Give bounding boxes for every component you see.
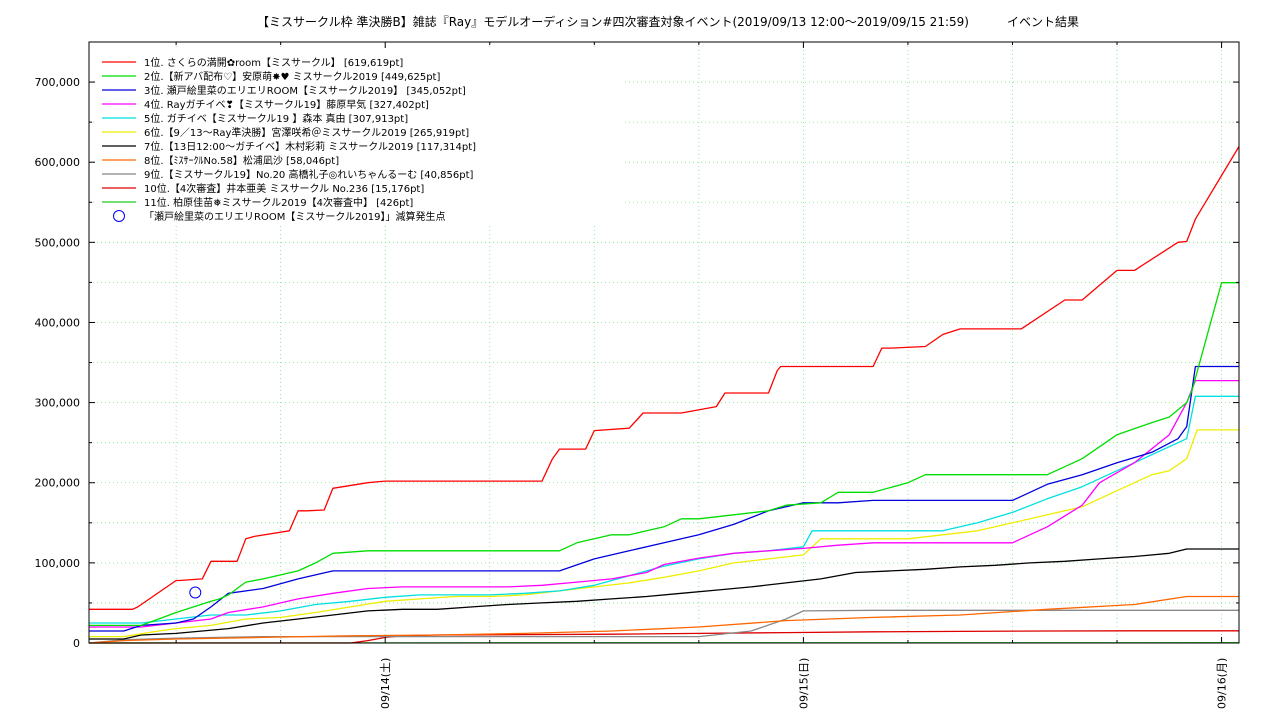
series-line bbox=[88, 595, 1239, 644]
series-line bbox=[89, 282, 1239, 627]
legend-background bbox=[95, 48, 625, 226]
legend-entry: 6位.【9／13～Ray準決勝】宮澤咲希＠ミスサークル2019 [265,919… bbox=[144, 126, 469, 139]
annotation-layer bbox=[189, 586, 202, 599]
x-tick-label: 09/16(月) bbox=[1216, 658, 1229, 709]
reduction-point-marker bbox=[189, 586, 202, 599]
y-tick-label: 300,000 bbox=[35, 397, 81, 410]
chart-title: 【ミスサークル枠 準決勝B】雑誌『Ray』モデルオーディション#四次審査対象イベ… bbox=[257, 14, 969, 29]
x-axis: 09/14(土) 09/15(日) 09/16(月) bbox=[175, 42, 1229, 709]
legend-entry: 3位. 瀬戸絵里菜のエリエリROOM【ミスサークル2019】 [345,052p… bbox=[144, 84, 466, 97]
y-tick-label: 200,000 bbox=[35, 477, 81, 490]
legend-marker bbox=[113, 210, 125, 222]
legend: 1位. さくらの満開✿room【ミスサークル】 [619,619pt]2位.【新… bbox=[102, 56, 476, 223]
legend-entry: 11位. 柏原佳苗❅ミスサークル2019【4次審査中】 [426pt] bbox=[144, 196, 413, 209]
legend-entry: 1位. さくらの満開✿room【ミスサークル】 [619,619pt] bbox=[144, 56, 403, 69]
legend-entry: 「瀬戸絵里菜のエリエリROOM【ミスサークル2019】」減算発生点 bbox=[144, 210, 445, 223]
legend-entry: 8位.【ﾐｽｻｰｸﾙNo.58】松浦凪沙 [58,046pt] bbox=[144, 154, 339, 167]
series-line bbox=[89, 379, 1239, 628]
series-line bbox=[89, 395, 1239, 624]
series-line bbox=[89, 548, 1239, 640]
series-line bbox=[89, 146, 1240, 610]
plot-frame bbox=[88, 41, 1240, 644]
legend-entry: 2位.【新アバ配布♡】安原萌✸♥ ミスサークル2019 [449,625pt] bbox=[144, 70, 440, 83]
y-tick-label: 500,000 bbox=[35, 236, 81, 249]
x-tick-label: 09/15(日) bbox=[797, 658, 810, 709]
legend-box bbox=[95, 48, 625, 226]
y-tick-label: 700,000 bbox=[35, 76, 81, 89]
legend-entry: 5位. ガチイベ【ミスサークル19 】森本 真由 [307,913pt] bbox=[144, 112, 408, 125]
y-tick-label: 600,000 bbox=[35, 156, 81, 169]
y-axis: 0 100,000 200,000 300,000 400,000 500,000 600,… bbox=[35, 76, 1239, 650]
y-tick-label: 400,000 bbox=[35, 316, 81, 329]
series-line bbox=[89, 429, 1239, 638]
legend-entry: 9位.【ミスサークル19】No.20 高橋礼子◎れいちゃんるーむ [40,856… bbox=[144, 168, 474, 181]
x-tick-label: 09/14(土) bbox=[379, 658, 392, 709]
series-line bbox=[89, 365, 1239, 632]
legend-entry: 4位. Rayガチイベ❣【ミスサークル19】藤原早気 [327,402pt] bbox=[144, 98, 429, 111]
legend-entry: 7位.【13日12:00～ガチイベ】木村彩莉 ミスサークル2019 [117,3… bbox=[144, 140, 476, 153]
y-tick-label: 100,000 bbox=[35, 557, 81, 570]
series-line bbox=[88, 609, 1239, 644]
chart-subtitle: イベント結果 bbox=[1007, 15, 1079, 29]
legend-entry: 10位.【4次審査】井本亜美 ミスサークル No.236 [15,176pt] bbox=[144, 182, 424, 195]
y-tick-label: 0 bbox=[73, 637, 80, 650]
series-line bbox=[89, 630, 1239, 644]
